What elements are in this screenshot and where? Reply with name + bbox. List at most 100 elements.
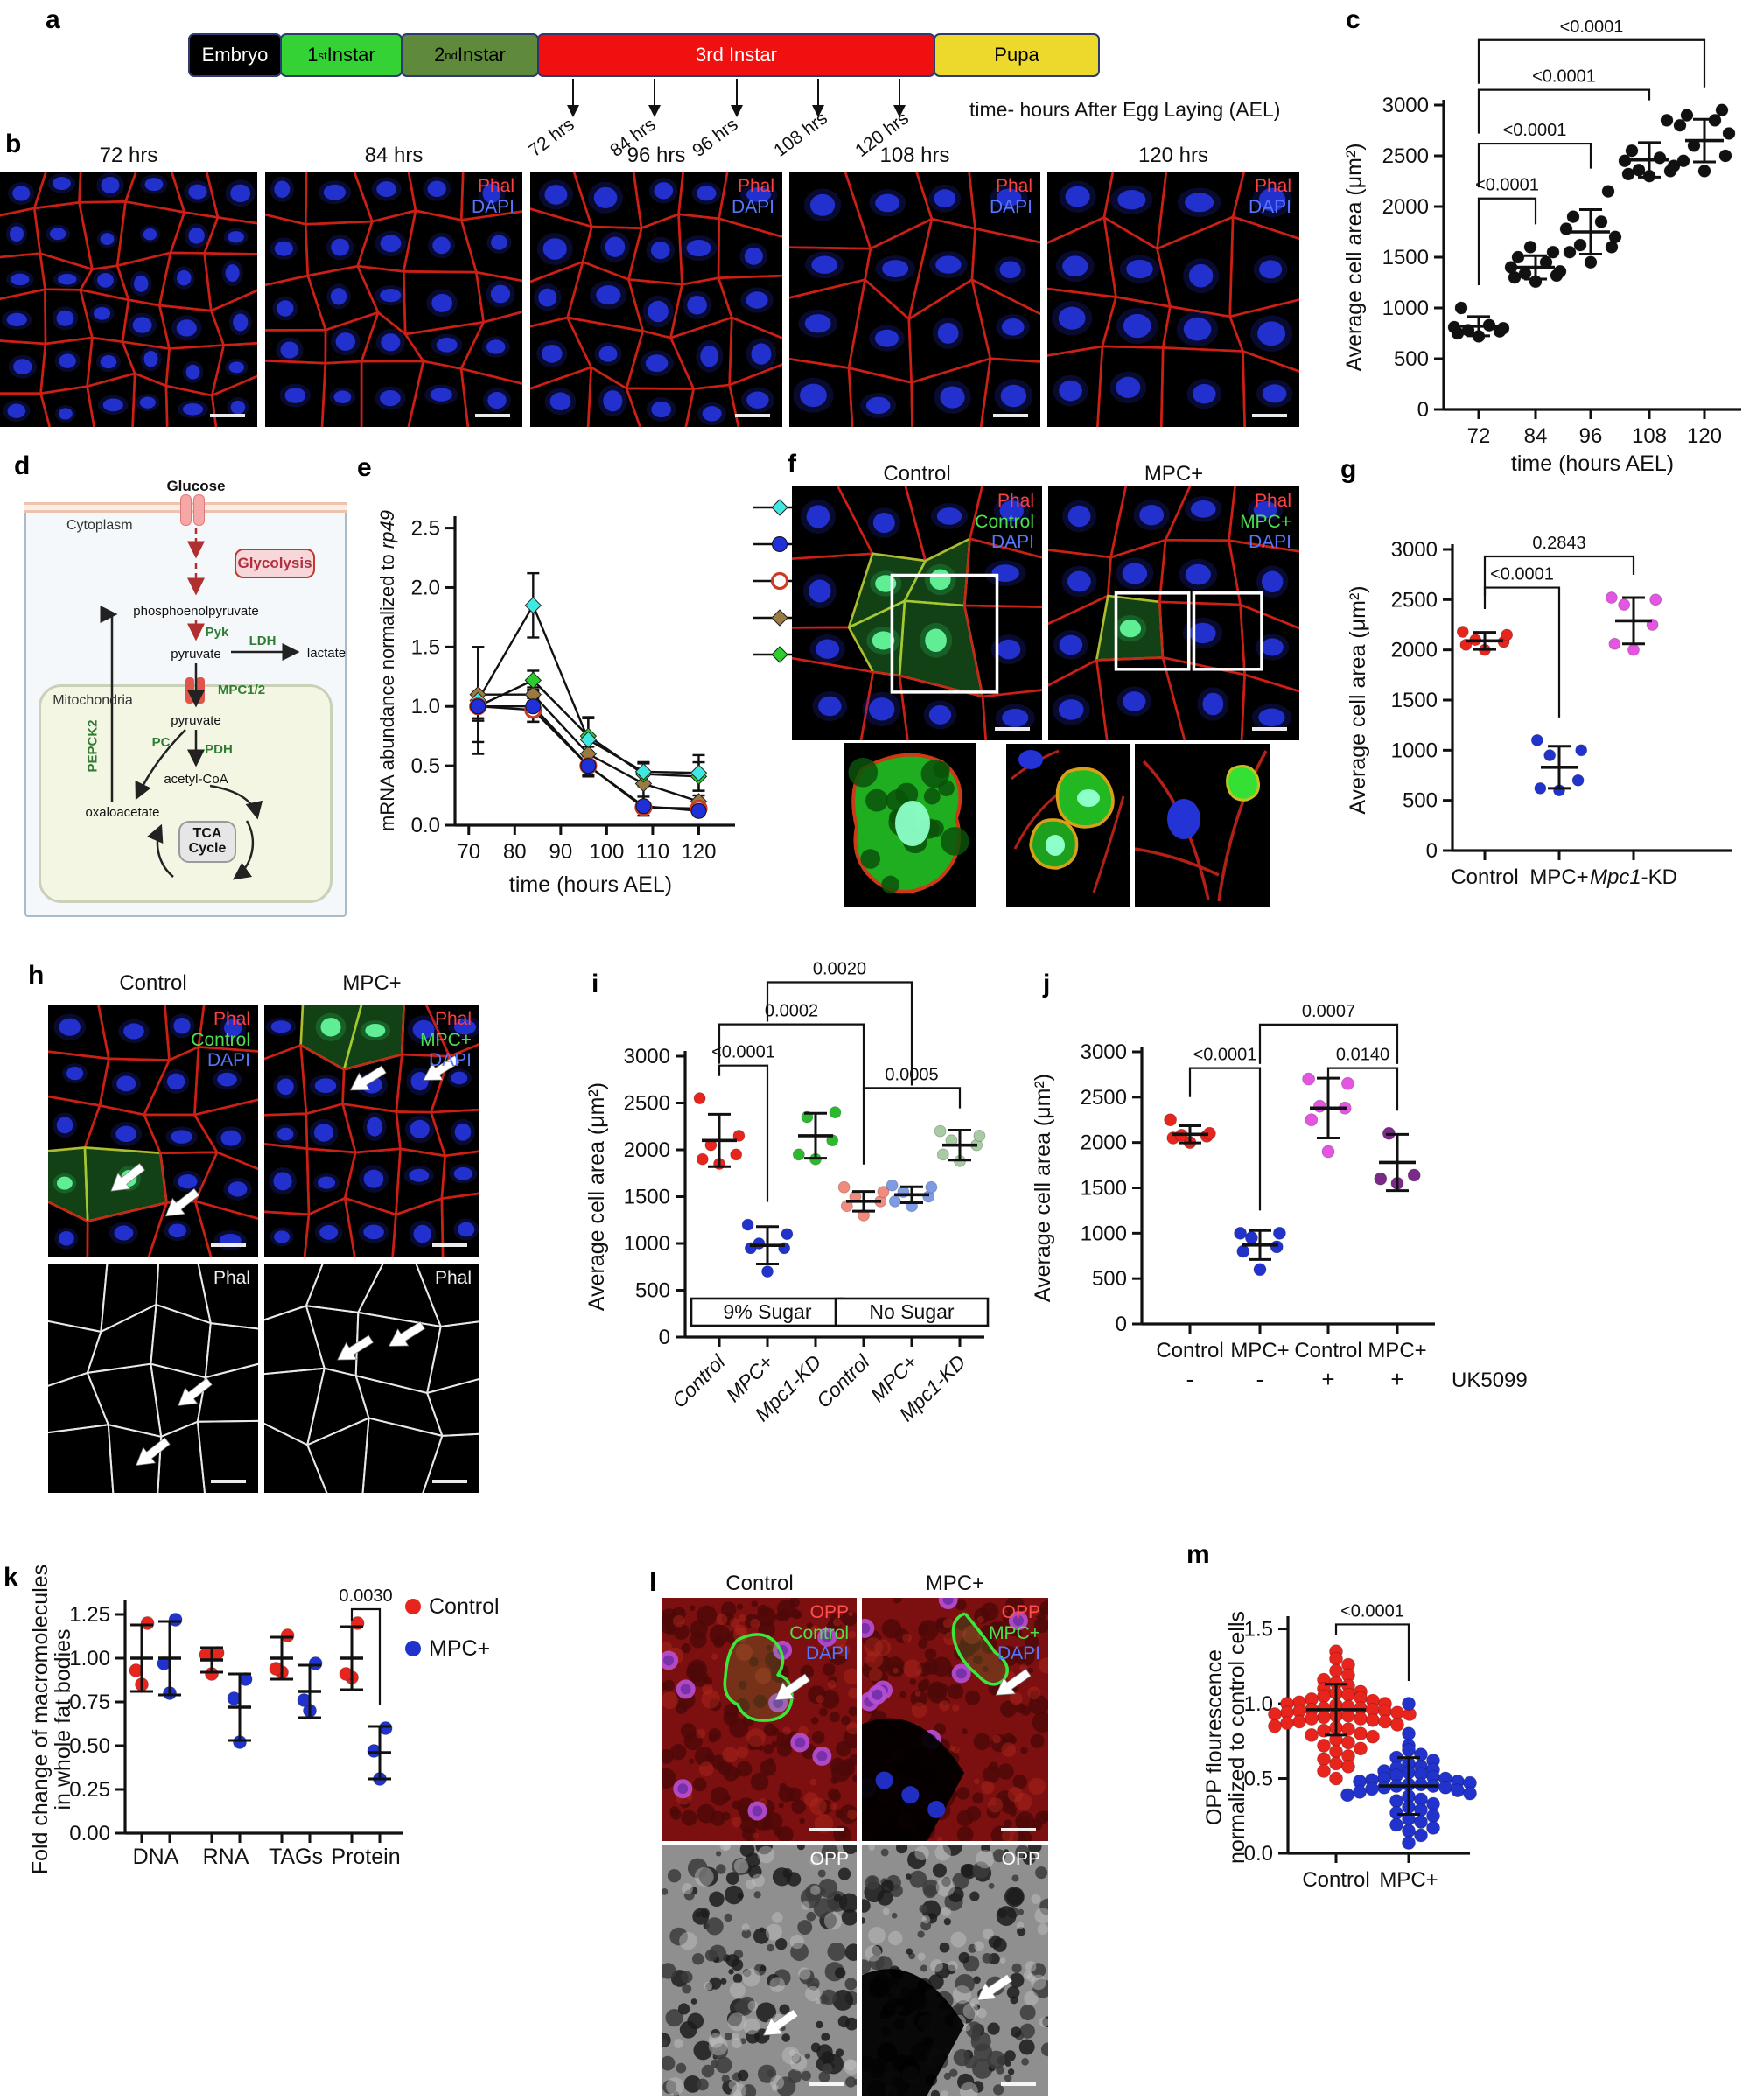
svg-text:3000: 3000	[1382, 94, 1429, 117]
l-m1-svg	[862, 1598, 1048, 1841]
stain-label: DAPI	[805, 1643, 849, 1664]
panel-f-label: f	[788, 450, 796, 479]
svg-text:MPC+: MPC+	[1368, 1339, 1426, 1362]
b3-svg	[530, 172, 782, 427]
stain-label: Control	[191, 1029, 250, 1050]
stain-label: MPC+	[1240, 511, 1292, 532]
svg-text:0.0007: 0.0007	[1302, 1002, 1355, 1021]
glucose-transporter-icon	[180, 494, 192, 526]
svg-text:-: -	[1186, 1366, 1194, 1392]
stain-labels: Phal DAPI	[990, 176, 1032, 217]
h-c2-svg	[48, 1264, 258, 1493]
metabolic-pathway-diagram: Glucose Cytoplasm Glycolysis phosphoenol…	[24, 478, 346, 917]
stain-labels: OPP Control DAPI	[789, 1602, 849, 1664]
panel-k-label: k	[4, 1563, 18, 1592]
svg-text:2500: 2500	[1382, 144, 1429, 168]
h-m1-svg	[264, 1004, 480, 1256]
svg-text:1.5: 1.5	[411, 635, 440, 659]
svg-text:No Sugar: No Sugar	[869, 1300, 955, 1323]
svg-text:2000: 2000	[1382, 195, 1429, 219]
micrograph-title-84: 84 hrs	[364, 144, 424, 167]
ael-note: time- hours After Egg Laying (AEL)	[970, 98, 1281, 121]
stain-label: DAPI	[1248, 532, 1292, 553]
stain-labels: Phal Control DAPI	[191, 1009, 250, 1071]
chart-g-svg: 0 500 1000 1500 2000 2500 3000 Control MPC+ Mpc1-…	[1346, 534, 1732, 889]
svg-text:0.0002: 0.0002	[765, 1002, 818, 1021]
l-mpc-title: MPC+	[925, 1572, 985, 1595]
svg-text:0.75: 0.75	[69, 1690, 110, 1714]
svg-text:1000: 1000	[1081, 1222, 1127, 1245]
stain-labels: Phal MPC+ DAPI	[420, 1009, 472, 1071]
stain-labels: Phal	[435, 1268, 472, 1289]
svg-text:0: 0	[1418, 398, 1429, 422]
svg-text:<0.0001: <0.0001	[1340, 1601, 1404, 1620]
stain-labels: Phal DAPI	[472, 176, 514, 217]
svg-text:1500: 1500	[1382, 246, 1429, 270]
panel-c-label: c	[1346, 5, 1361, 34]
panel-c-chart: 0 500 1000 1500 2000 2500 3000 72 84 96 108 120 time…	[1339, 13, 1750, 494]
b4-svg	[789, 172, 1040, 427]
panel-i-label: i	[592, 970, 599, 998]
pep-label: phosphoenolpyruvate	[133, 604, 259, 619]
stain-labels: OPP MPC+ DAPI	[989, 1602, 1040, 1664]
f-control-title: Control	[883, 462, 951, 486]
svg-text:mRNA abundance normalized to r: mRNA abundance normalized to rp49	[376, 510, 398, 831]
svg-text:0: 0	[1426, 839, 1438, 863]
stain-labels: OPP	[810, 1849, 849, 1870]
svg-text:0.2843: 0.2843	[1532, 534, 1586, 553]
svg-text:1.0: 1.0	[1244, 1692, 1273, 1716]
micrograph-f-mpc: Phal MPC+ DAPI	[1048, 486, 1299, 740]
svg-text:Control: Control	[1156, 1339, 1223, 1362]
f-m-svg	[1048, 486, 1299, 740]
f-mpc-inset-1	[1006, 744, 1130, 906]
svg-text:-: -	[1256, 1366, 1264, 1392]
pc-label: PC	[151, 735, 171, 750]
svg-text:1000: 1000	[1382, 297, 1429, 320]
pyk-label: Pyk	[205, 625, 229, 640]
svg-text:0.0: 0.0	[411, 814, 440, 837]
diagram-arrows	[100, 528, 300, 880]
stain-label: OPP	[1001, 1849, 1040, 1869]
svg-text:MPC+: MPC+	[1230, 1339, 1289, 1362]
stain-label: Phal	[737, 176, 774, 196]
svg-text:Control: Control	[1451, 865, 1518, 889]
panel-m-label: m	[1186, 1540, 1210, 1569]
svg-text:500: 500	[1403, 789, 1438, 813]
pepck2-label: PEPCK2	[85, 719, 101, 773]
stain-label: MPC+	[989, 1622, 1040, 1643]
panel-j-label: j	[1043, 970, 1051, 998]
stain-label: Phal	[477, 176, 514, 196]
panel-l-label: l	[649, 1568, 657, 1597]
h-m2-svg	[264, 1264, 480, 1493]
f-c-svg	[792, 486, 1042, 740]
chart-j-svg: 0 500 1000 1500 2000 2500 3000 Control - MPC+ - Con…	[1031, 1002, 1528, 1392]
panel-g-chart: 0 500 1000 1500 2000 2500 3000 Control MPC+ Mpc1-…	[1339, 477, 1750, 932]
svg-text:UK5099: UK5099	[1452, 1368, 1528, 1392]
l-m2-svg	[862, 1844, 1048, 2096]
svg-text:500: 500	[1092, 1267, 1127, 1291]
micrograph-l-mpc-opp: OPP MPC+ DAPI	[862, 1598, 1048, 1841]
svg-text:1500: 1500	[1391, 689, 1438, 712]
timeline-stage: 3rd Instar	[537, 33, 935, 77]
micrograph-84hrs: Phal DAPI	[265, 172, 522, 427]
svg-text:+: +	[1321, 1366, 1334, 1392]
svg-text:Control: Control	[1294, 1339, 1362, 1362]
stain-labels: Phal DAPI	[732, 176, 774, 217]
panel-d-label: d	[14, 452, 31, 480]
svg-text:0.0140: 0.0140	[1336, 1046, 1390, 1065]
glycolysis-label: Glycolysis	[237, 555, 312, 571]
l-c1-svg	[662, 1598, 857, 1841]
svg-text:Mpc1-KD: Mpc1-KD	[1590, 865, 1677, 889]
glucose-label: Glucose	[166, 478, 226, 494]
svg-text:DNA: DNA	[133, 1844, 179, 1869]
stain-label: OPP	[809, 1849, 849, 1869]
svg-text:+: +	[1390, 1366, 1404, 1392]
panel-k-chart: 0.00 0.25 0.50 0.75 1.00 1.25 Fold change of m…	[28, 1564, 604, 2091]
svg-text:0.50: 0.50	[69, 1734, 110, 1758]
panel-j-chart: 0 500 1000 1500 2000 2500 3000 Control - MPC+ - Con…	[1015, 961, 1558, 1451]
micrograph-108hrs: Phal DAPI	[789, 172, 1040, 427]
svg-text:80: 80	[503, 840, 527, 864]
